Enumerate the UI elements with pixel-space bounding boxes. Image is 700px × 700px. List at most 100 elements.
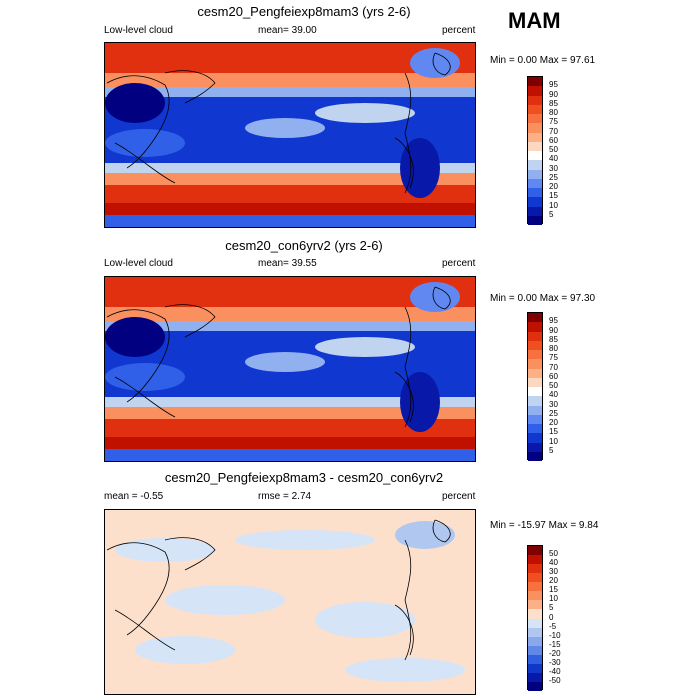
panel-2-right-label: percent xyxy=(442,258,476,269)
colorbar-swatch xyxy=(528,582,542,592)
colorbar-level-label: 30 xyxy=(549,163,558,173)
colorbar-level-label: 5 xyxy=(549,603,554,613)
colorbar-swatch xyxy=(528,206,542,216)
colorbar-swatch xyxy=(528,591,542,601)
colorbar-level-label: 40 xyxy=(549,154,558,164)
colorbar-swatch xyxy=(528,313,542,323)
colorbar-level-label: 85 xyxy=(549,334,558,344)
colorbar-level-label: 70 xyxy=(549,362,558,372)
colorbar-swatch xyxy=(528,188,542,198)
colorbar-swatch xyxy=(528,197,542,207)
panel-2-colorbar xyxy=(527,312,543,461)
colorbar-level-label: 50 xyxy=(549,145,558,154)
colorbar-swatch xyxy=(528,77,542,87)
colorbar-level-label: 75 xyxy=(549,353,558,363)
colorbar-level-label: 10 xyxy=(549,200,558,210)
colorbar-swatch xyxy=(528,215,542,225)
colorbar-swatch xyxy=(528,573,542,583)
colorbar-level-label: 30 xyxy=(549,399,558,409)
colorbar-level-label: 10 xyxy=(549,594,558,604)
colorbar-swatch xyxy=(528,618,542,628)
colorbar-level-label: 0 xyxy=(549,612,554,622)
colorbar-swatch xyxy=(528,636,542,646)
colorbar-swatch xyxy=(528,359,542,369)
colorbar-level-label: 50 xyxy=(549,381,558,390)
colorbar-swatch xyxy=(528,555,542,565)
colorbar-swatch xyxy=(528,396,542,406)
colorbar-level-label: -10 xyxy=(549,630,561,640)
season-title: MAM xyxy=(508,8,561,33)
colorbar-swatch xyxy=(528,424,542,434)
colorbar-swatch xyxy=(528,178,542,188)
panel-3-title: cesm20_Pengfeiexp8mam3 - cesm20_con6yrv2 xyxy=(164,470,444,485)
colorbar-level-label: 40 xyxy=(549,558,558,568)
colorbar-swatch xyxy=(528,609,542,619)
colorbar-level-label: 80 xyxy=(549,344,558,353)
panel-1-colorbar xyxy=(527,76,543,225)
colorbar-level-label: 95 xyxy=(549,80,558,90)
colorbar-swatch xyxy=(528,681,542,691)
colorbar-swatch xyxy=(528,627,542,637)
panel-3-center-label: rmse = 2.74 xyxy=(258,491,312,502)
colorbar-swatch xyxy=(528,663,542,673)
colorbar-level-label: 20 xyxy=(549,418,558,427)
panel-3-map xyxy=(104,509,476,695)
panel-1-left-label: Low-level cloud xyxy=(104,25,173,36)
colorbar-level-label: -5 xyxy=(549,621,557,631)
colorbar-swatch xyxy=(528,442,542,452)
colorbar-swatch xyxy=(528,123,542,133)
colorbar-swatch xyxy=(528,340,542,350)
colorbar-level-label: 5 xyxy=(549,209,554,219)
colorbar-swatch xyxy=(528,645,542,655)
colorbar-level-label: 25 xyxy=(549,172,558,182)
panel-2-center-label: mean= 39.55 xyxy=(258,258,317,269)
colorbar-level-label: -20 xyxy=(549,648,561,658)
colorbar-swatch xyxy=(528,414,542,424)
panel-3-left-label: mean = -0.55 xyxy=(104,491,164,502)
colorbar-swatch xyxy=(528,377,542,387)
colorbar-swatch xyxy=(528,322,542,332)
colorbar-level-label: 70 xyxy=(549,126,558,136)
colorbar-level-label: 90 xyxy=(549,325,558,335)
panel-3-colorbar xyxy=(527,545,543,691)
panel-2-map xyxy=(104,276,476,462)
panel-3-right-label: percent xyxy=(442,491,476,502)
colorbar-swatch xyxy=(528,141,542,151)
colorbar-level-label: 5 xyxy=(549,445,554,455)
colorbar-swatch xyxy=(528,546,542,556)
colorbar-level-label: -15 xyxy=(549,639,561,649)
colorbar-swatch xyxy=(528,405,542,415)
colorbar-level-label: 15 xyxy=(549,191,558,201)
colorbar-swatch xyxy=(528,104,542,114)
colorbar-swatch xyxy=(528,86,542,96)
panel-2-title: cesm20_con6yrv2 (yrs 2-6) xyxy=(225,238,383,253)
colorbar-swatch xyxy=(528,654,542,664)
colorbar-level-label: 30 xyxy=(549,567,558,577)
colorbar-level-label: 60 xyxy=(549,135,558,145)
colorbar-level-label: 50 xyxy=(549,549,558,559)
colorbar-level-label: 90 xyxy=(549,89,558,99)
colorbar-level-label: 80 xyxy=(549,108,558,117)
colorbar-swatch xyxy=(528,433,542,443)
colorbar-swatch xyxy=(528,600,542,610)
colorbar-swatch xyxy=(528,368,542,378)
panel-1-map xyxy=(104,42,476,228)
colorbar-level-label: 25 xyxy=(549,408,558,418)
colorbar-level-label: 60 xyxy=(549,371,558,381)
panel-2-minmax: Min = 0.00 Max = 97.30 xyxy=(490,293,596,304)
colorbar-level-label: -40 xyxy=(549,666,561,676)
colorbar-level-label: -50 xyxy=(549,675,561,685)
colorbar-level-label: 15 xyxy=(549,585,558,595)
panel-3-minmax: Min = -15.97 Max = 9.84 xyxy=(490,520,599,531)
panel-1-right-label: percent xyxy=(442,25,476,36)
colorbar-swatch xyxy=(528,672,542,682)
colorbar-swatch xyxy=(528,387,542,397)
colorbar-swatch xyxy=(528,151,542,161)
colorbar-level-label: 15 xyxy=(549,427,558,437)
panel-1-minmax: Min = 0.00 Max = 97.61 xyxy=(490,55,596,66)
colorbar-level-label: -30 xyxy=(549,657,561,667)
colorbar-swatch xyxy=(528,160,542,170)
colorbar-level-label: 85 xyxy=(549,98,558,108)
colorbar-level-label: 40 xyxy=(549,390,558,400)
colorbar-swatch xyxy=(528,95,542,105)
